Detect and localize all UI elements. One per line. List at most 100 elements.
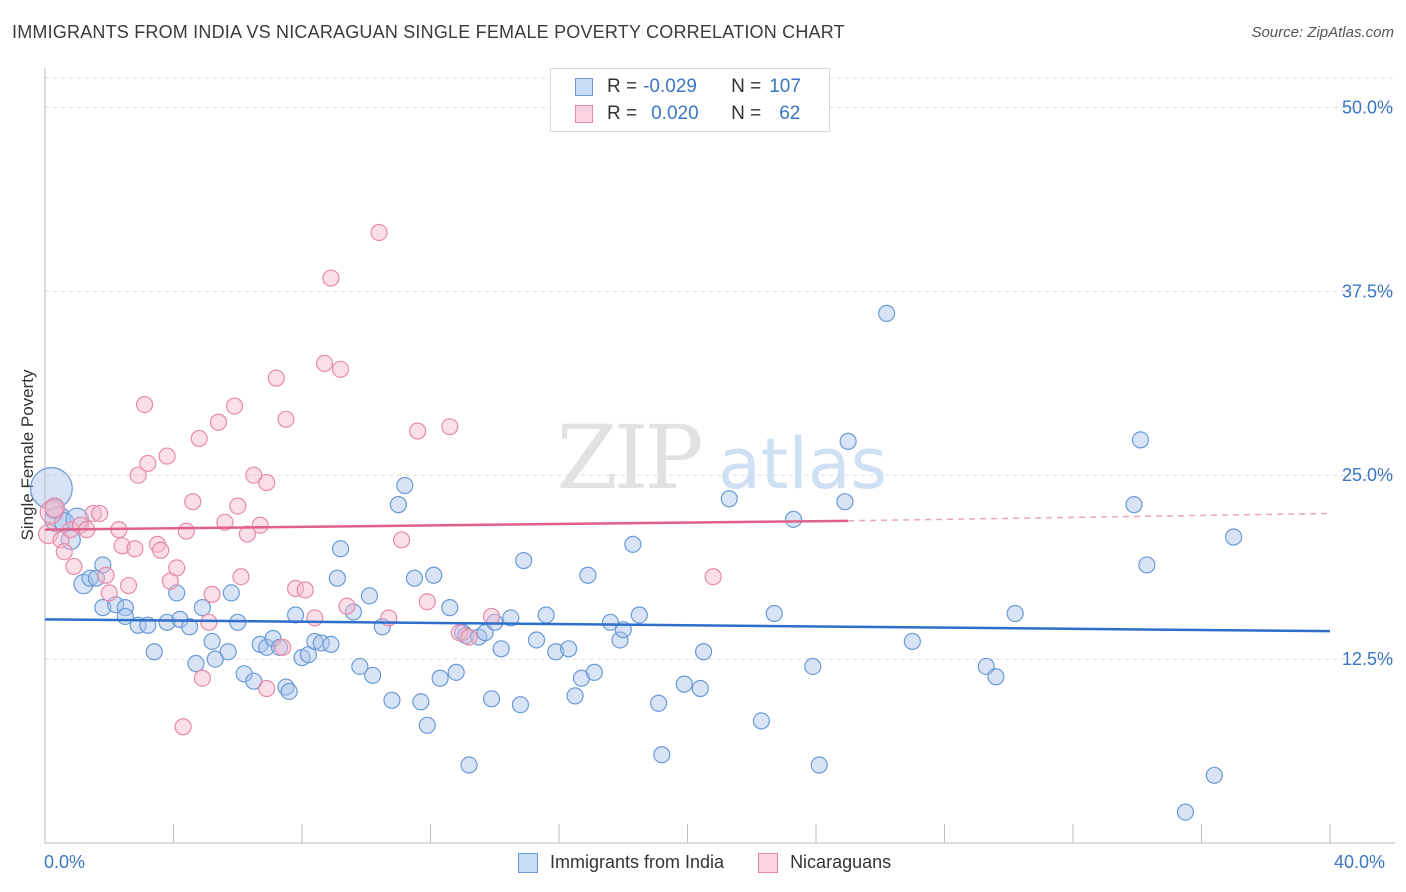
india-point <box>331 540 350 558</box>
source-label: Source: ZipAtlas.com <box>1251 24 1394 41</box>
india-point <box>511 696 530 714</box>
india-point <box>460 756 478 774</box>
nicaraguan-point <box>55 543 73 561</box>
india-point <box>720 490 738 508</box>
india-point <box>1225 528 1243 546</box>
nicaraguan-point <box>100 584 118 602</box>
watermark-atlas: atlas <box>718 423 887 505</box>
india-point <box>784 510 803 528</box>
series-legend-india[interactable]: Immigrants from India <box>518 852 724 873</box>
nicaraguan-point <box>392 531 411 549</box>
india-point <box>389 496 407 514</box>
india-point <box>328 569 346 587</box>
legend-n-label: N = <box>731 103 762 124</box>
india-point <box>653 746 671 764</box>
india-point <box>180 618 199 636</box>
india-point <box>694 643 713 661</box>
nicaraguan-point <box>277 410 295 428</box>
india-point <box>418 716 436 734</box>
india-point <box>1176 803 1195 821</box>
nicaraguan-point <box>84 504 102 523</box>
nicaraguan-point <box>65 557 83 576</box>
nicaraguan-point <box>158 447 176 465</box>
nicaraguan-point <box>331 360 350 378</box>
india-point <box>219 643 237 661</box>
india-point <box>537 606 555 624</box>
nicaraguan-point <box>174 718 192 736</box>
india-point <box>765 604 783 623</box>
india-point <box>624 535 642 553</box>
nicaraguan-point <box>168 559 186 577</box>
nicaraguan-point <box>296 581 314 599</box>
nicaraguan-point <box>91 504 109 523</box>
series-legend-nicaraguans[interactable]: Nicaraguans <box>758 852 891 873</box>
trend-line-india <box>44 618 1331 633</box>
india-point <box>560 640 578 658</box>
india-point <box>649 694 668 712</box>
india-point <box>360 587 379 605</box>
axes <box>44 68 1395 844</box>
nicaraguan-point <box>209 413 228 431</box>
nicaraguan-point <box>113 537 131 555</box>
nicaraguan-point <box>238 525 256 543</box>
india-point <box>383 691 401 709</box>
india-point <box>836 493 854 511</box>
india-point <box>527 631 546 649</box>
legend-swatch-india <box>575 78 593 96</box>
india-point <box>145 643 163 661</box>
nicaraguan-point <box>184 493 202 511</box>
india-point <box>691 679 709 698</box>
india-point <box>286 606 305 624</box>
legend-row-nicaraguans: R = 0.020 N = 62 <box>575 101 800 127</box>
legend-r-label: R = <box>607 103 638 124</box>
nicaraguan-point <box>203 585 221 603</box>
nicaraguan-point <box>126 540 144 558</box>
nicaraguan-point <box>418 593 436 611</box>
india-point <box>344 603 362 621</box>
series-legend-label-nicaraguans: Nicaraguans <box>790 852 892 872</box>
trend-lines <box>44 512 1331 633</box>
india-point <box>1125 496 1143 514</box>
india-point <box>425 566 443 584</box>
india-point <box>547 643 565 661</box>
india-point <box>1006 604 1024 623</box>
nicaraguan-point <box>258 473 276 492</box>
india-point <box>675 675 693 693</box>
india-point <box>280 682 298 701</box>
nicaraguan-point <box>229 497 247 515</box>
nicaraguan-point <box>129 466 147 484</box>
nicaraguan-point <box>322 269 340 287</box>
india-point <box>515 551 533 570</box>
legend-n-label: N = <box>731 76 762 97</box>
india-point <box>158 613 176 631</box>
x-tick-label-min: 0.0% <box>44 852 86 872</box>
nicaraguan-point <box>258 679 276 698</box>
india-point <box>482 690 501 708</box>
india-point <box>585 663 603 681</box>
nicaraguan-point <box>119 576 138 595</box>
watermark: ZIP atlas <box>556 406 887 509</box>
nicaraguan-point <box>200 613 218 631</box>
india-point <box>187 654 205 673</box>
nicaraguan-point <box>482 607 501 626</box>
nicaraguan-point <box>306 609 324 627</box>
india-point <box>222 584 240 602</box>
nicaraguan-point <box>315 354 334 373</box>
india-point <box>492 640 510 658</box>
india-point <box>903 632 921 651</box>
india-point <box>245 672 263 690</box>
nicaraguan-point <box>44 497 65 518</box>
y-tick-label: 50.0% <box>1342 97 1393 117</box>
india-point <box>878 304 896 322</box>
series-legend-swatch-india <box>518 852 538 873</box>
india-point <box>206 650 224 668</box>
legend-r-value: -0.029 <box>643 76 697 97</box>
india-point <box>839 432 857 450</box>
india-point <box>630 606 648 624</box>
nicaraguan-point <box>190 429 208 448</box>
india-point <box>601 613 620 631</box>
y-tick-label: 25.0% <box>1342 465 1393 485</box>
legend-row-india: R = -0.029 N = 107 <box>575 74 801 100</box>
nicaraguan-point <box>193 669 212 687</box>
india-point <box>193 599 212 617</box>
